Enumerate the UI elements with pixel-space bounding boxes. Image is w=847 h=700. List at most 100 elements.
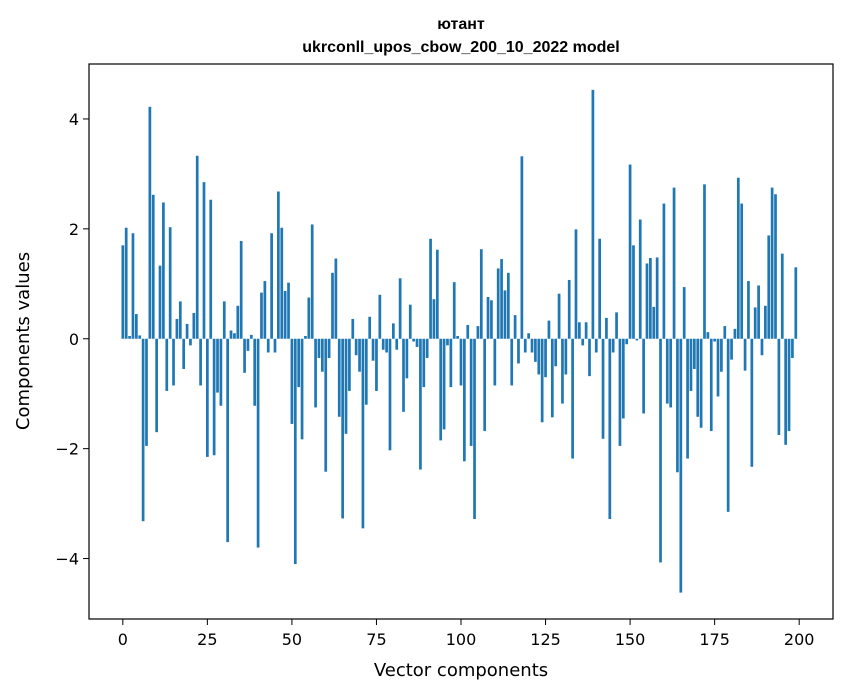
bar-175 (713, 338, 716, 342)
bar-39 (253, 338, 257, 406)
bar-78 (385, 338, 388, 353)
bar-67 (348, 338, 351, 391)
bar-165 (679, 338, 683, 593)
bar-99 (456, 336, 459, 339)
bar-10 (155, 338, 158, 433)
bar-49 (287, 282, 290, 339)
bar-114 (506, 272, 510, 339)
bar-134 (574, 229, 578, 339)
x-tick-label: 50 (282, 630, 302, 649)
bar-72 (364, 338, 368, 405)
bar-167 (686, 338, 689, 459)
bar-5 (138, 335, 142, 339)
bar-34 (236, 305, 240, 339)
bar-17 (178, 301, 182, 339)
bar-180 (730, 338, 733, 360)
bar-103 (469, 338, 473, 446)
bar-123 (537, 338, 541, 375)
bar-143 (605, 317, 608, 339)
bar-7 (145, 338, 148, 446)
bar-43 (266, 338, 270, 353)
bar-163 (672, 187, 676, 339)
bar-124 (540, 338, 544, 423)
x-tick-label: 175 (699, 630, 730, 649)
bar-25 (206, 338, 209, 457)
bar-9 (151, 194, 155, 339)
bar-151 (632, 245, 635, 339)
bar-117 (517, 338, 520, 364)
bar-3 (131, 233, 135, 339)
bar-98 (452, 282, 456, 339)
bar-147 (618, 338, 622, 446)
bar-81 (395, 338, 399, 350)
bar-106 (479, 249, 483, 339)
bar-41 (260, 292, 263, 339)
bar-series (121, 89, 798, 593)
bar-109 (490, 300, 493, 339)
bar-29 (219, 338, 223, 406)
bar-16 (175, 318, 179, 339)
bar-52 (297, 338, 301, 388)
bar-178 (723, 326, 727, 339)
bar-80 (392, 323, 395, 339)
bar-96 (446, 338, 449, 346)
bar-4 (134, 314, 138, 339)
bar-13 (165, 338, 169, 391)
plot-frame (88, 63, 834, 620)
bar-189 (760, 338, 764, 356)
x-tick-label: 125 (530, 630, 561, 649)
bar-116 (513, 315, 517, 339)
bar-58 (317, 338, 321, 358)
bar-79 (388, 338, 392, 451)
bar-113 (503, 290, 507, 339)
bar-101 (463, 338, 466, 462)
y-tick-label: 2 (69, 220, 79, 239)
bar-51 (293, 338, 297, 565)
bar-159 (659, 338, 662, 563)
bar-48 (283, 290, 287, 339)
bar-168 (689, 338, 693, 391)
bar-91 (429, 238, 432, 339)
bar-173 (706, 332, 710, 339)
bar-11 (158, 265, 162, 339)
bar-170 (696, 338, 700, 417)
y-tick-label: −4 (55, 550, 79, 569)
bar-46 (277, 191, 280, 339)
bar-142 (601, 338, 605, 439)
bar-83 (402, 338, 405, 412)
bar-148 (621, 338, 625, 419)
bar-53 (300, 338, 304, 440)
bar-76 (378, 294, 382, 339)
bar-118 (520, 156, 524, 339)
bar-42 (263, 281, 267, 339)
chart-subtitle: ukrconll_upos_cbow_200_10_2022 model (302, 39, 619, 56)
bar-14 (168, 227, 172, 339)
bar-110 (493, 338, 497, 386)
bar-86 (412, 338, 416, 342)
bar-193 (774, 194, 777, 339)
bar-63 (334, 258, 338, 339)
bar-188 (757, 285, 760, 339)
bar-196 (784, 338, 788, 445)
y-axis-label: Components values (13, 252, 34, 430)
bar-122 (534, 338, 537, 362)
bar-55 (307, 297, 311, 339)
bar-27 (212, 338, 216, 456)
x-axis-ticks: 0 25 50 75 100 125 150 175 200 (118, 619, 814, 649)
bar-37 (246, 338, 250, 351)
bar-120 (527, 333, 530, 339)
x-axis-label: Vector components (374, 660, 548, 681)
bar-22 (195, 155, 199, 339)
bar-119 (523, 338, 527, 353)
bar-131 (564, 338, 568, 375)
bar-155 (645, 263, 649, 339)
bar-128 (554, 338, 558, 367)
bar-112 (500, 259, 503, 339)
bar-161 (665, 338, 669, 404)
bar-185 (747, 281, 750, 339)
bar-198 (791, 338, 794, 358)
bar-111 (496, 268, 500, 339)
bar-38 (249, 334, 253, 339)
